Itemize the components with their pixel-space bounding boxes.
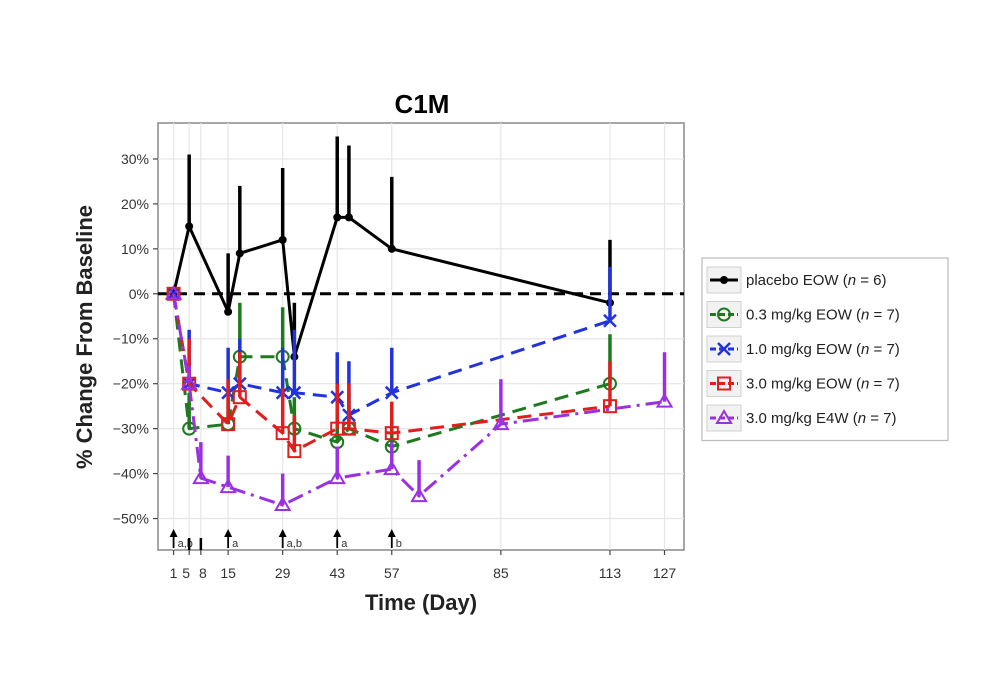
legend-label: 0.3 mg/kg EOW (n = 7) (746, 307, 900, 324)
legend-label: 1.0 mg/kg EOW (n = 7) (746, 341, 900, 358)
dosing-arrow-head (333, 529, 342, 537)
x-tick-label: 8 (199, 565, 207, 581)
data-point (383, 460, 401, 476)
data-point (333, 213, 342, 222)
dosing-arrow-head (387, 529, 396, 537)
data-point (221, 417, 236, 432)
data-point (384, 385, 399, 400)
series-line (172, 293, 611, 449)
data-point (603, 313, 617, 328)
series-line (172, 293, 611, 453)
data-point (164, 284, 183, 300)
dosing-label: a,b (178, 538, 193, 550)
data-point (224, 307, 233, 316)
data-point-stroke (384, 385, 399, 400)
x-tick-label: 15 (220, 565, 236, 581)
dosing-arrow: a (224, 529, 239, 550)
dosing-arrow: b (387, 529, 402, 550)
data-point (275, 426, 290, 441)
data-point (185, 222, 194, 231)
data-point-stroke (717, 342, 731, 356)
data-point (235, 249, 244, 258)
data-point-stroke (287, 385, 302, 400)
legend-item-4: 3.0 mg/kg E4W (n = 7) (706, 404, 896, 432)
dosing-label: a (232, 538, 239, 550)
dosing-arrow-head (224, 529, 233, 537)
dosing-arrow-head (169, 529, 178, 537)
x-tick-label: 85 (493, 565, 509, 581)
data-point (717, 376, 731, 391)
data-point-stroke (603, 313, 617, 328)
data-point (384, 426, 399, 441)
data-point (655, 392, 674, 408)
series-group (164, 136, 674, 512)
data-point (328, 469, 346, 485)
x-tick-label: 57 (384, 565, 400, 581)
y-tick-label: 30% (121, 151, 149, 167)
legend-item-2: 1.0 mg/kg EOW (n = 7) (706, 335, 900, 363)
data-point (278, 235, 287, 244)
series-line (172, 293, 611, 417)
legend-label: 3.0 mg/kg E4W (n = 7) (746, 410, 896, 427)
x-tick-label: 113 (599, 565, 622, 581)
dosing-label: b (396, 538, 402, 550)
y-tick-label: −50% (113, 511, 149, 527)
dosing-arrow: a (333, 529, 348, 550)
y-tick-label: 20% (121, 196, 149, 212)
series-line (172, 293, 665, 507)
data-point (287, 385, 302, 400)
series-line (172, 215, 611, 359)
data-point (232, 390, 247, 405)
y-axis-title: % Change From Baseline (72, 205, 97, 469)
data-point (492, 415, 510, 431)
series-3 (166, 286, 617, 459)
data-point (341, 421, 356, 436)
data-point (192, 469, 210, 485)
data-point (180, 374, 198, 390)
chart-title: C1M (395, 89, 450, 119)
dosing-label: a,b (287, 538, 302, 550)
y-tick-label: −10% (113, 331, 149, 347)
data-point (715, 409, 733, 424)
dosing-arrow-head (278, 529, 287, 537)
data-point (387, 244, 396, 253)
y-tick-label: −20% (113, 376, 149, 392)
x-tick-label: 43 (329, 565, 345, 581)
data-point (410, 487, 428, 503)
x-tick-label: 5 (182, 565, 190, 581)
x-axis-title: Time (Day) (365, 590, 477, 615)
x-tick-label: 29 (275, 565, 291, 581)
dosing-annotations: a,b a a,b a b (169, 529, 402, 550)
legend-item-0: placebo EOW (n = 6) (706, 266, 887, 294)
y-tick-label: 0% (129, 286, 149, 302)
legend-label: 3.0 mg/kg EOW (n = 7) (746, 376, 900, 393)
data-point (602, 399, 617, 414)
legend-item-1: 0.3 mg/kg EOW (n = 7) (706, 301, 900, 328)
y-tick-label: 10% (121, 241, 149, 257)
series-0 (169, 136, 614, 361)
legend-label: placebo EOW (n = 6) (746, 272, 887, 289)
data-point (720, 276, 728, 284)
dosing-arrow: a,b (278, 529, 302, 550)
data-point (273, 496, 292, 512)
data-point (717, 342, 731, 356)
series-4 (164, 284, 674, 512)
data-point (287, 444, 302, 459)
legend-box (701, 257, 949, 442)
dosing-label: a (341, 538, 348, 550)
data-point (344, 213, 353, 222)
legend-item-3: 3.0 mg/kg EOW (n = 7) (706, 370, 900, 397)
data-point (219, 478, 237, 494)
axes-group: −50%−40%−30%−20%−10%0%10%20%30%1 5 8 15 29 43… (113, 151, 677, 581)
legend: placebo EOW (n = 6) 0.3 mg/kg EOW (n = 7)… (701, 257, 949, 442)
plot-area (157, 122, 685, 551)
y-tick-label: −40% (113, 466, 149, 482)
y-tick-label: −30% (113, 421, 149, 437)
data-point (717, 307, 731, 322)
x-tick-label: 127 (653, 565, 677, 581)
x-tick-label: 1 (170, 565, 178, 581)
